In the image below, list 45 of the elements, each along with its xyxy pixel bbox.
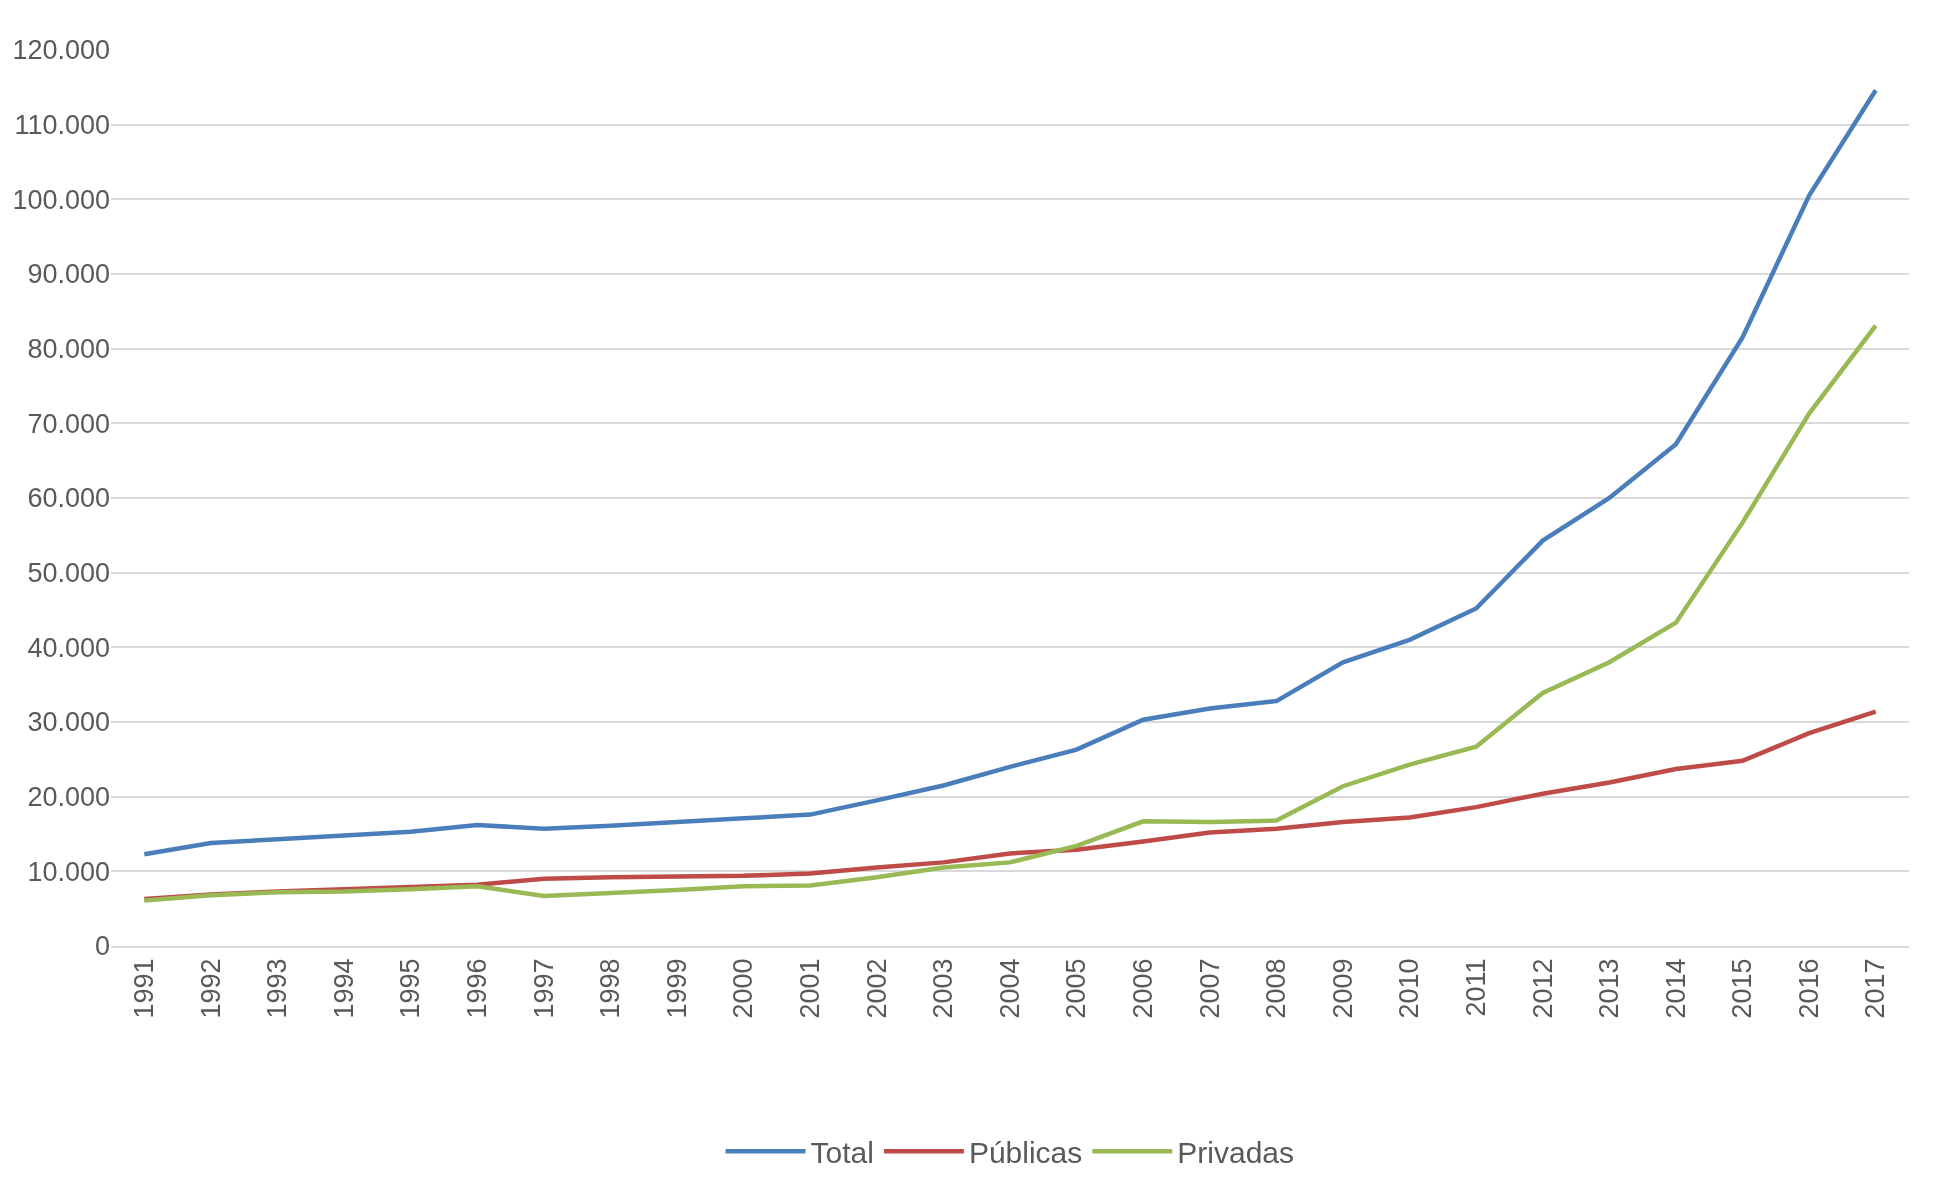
y-tick-label: 30.000 xyxy=(27,707,110,738)
x-tick-label: 2015 xyxy=(1727,958,1758,1019)
x-tick-label: 2007 xyxy=(1194,958,1225,1019)
legend-label: Privadas xyxy=(1177,1135,1294,1169)
line-series xyxy=(142,88,1878,857)
y-tick-label: 120.000 xyxy=(12,35,110,66)
x-tick-label: 1992 xyxy=(195,958,226,1019)
x-tick-label: 1996 xyxy=(462,958,493,1019)
x-tick-label: 2005 xyxy=(1061,958,1092,1019)
y-tick-label: 70.000 xyxy=(27,408,110,439)
y-tick-label: 110.000 xyxy=(14,110,110,141)
x-tick-label: 1995 xyxy=(395,958,426,1019)
x-tick-label: 2012 xyxy=(1527,958,1558,1019)
y-tick-label: 60.000 xyxy=(27,483,110,514)
x-tick-label: 2017 xyxy=(1860,958,1891,1019)
y-tick-label: 100.000 xyxy=(12,184,110,215)
x-tick-label: 2000 xyxy=(728,958,759,1019)
x-tick-label: 2002 xyxy=(861,958,892,1019)
x-tick-label: 1991 xyxy=(129,958,160,1019)
y-tick-label: 80.000 xyxy=(27,334,110,365)
y-tick-label: 0 xyxy=(94,931,110,962)
y-tick-label: 90.000 xyxy=(27,259,110,290)
line-series xyxy=(142,323,1878,903)
x-tick-label: 2004 xyxy=(994,958,1025,1019)
y-tick-label: 20.000 xyxy=(27,782,110,813)
x-tick-label: 1994 xyxy=(328,958,359,1019)
x-tick-label: 1999 xyxy=(661,958,692,1019)
x-tick-label: 1998 xyxy=(595,958,626,1019)
y-tick-label: 50.000 xyxy=(27,558,110,589)
x-tick-label: 1997 xyxy=(528,958,559,1019)
x-tick-label: 1993 xyxy=(262,958,293,1019)
y-tick-label: 40.000 xyxy=(27,632,110,663)
x-tick-label: 2013 xyxy=(1594,958,1625,1019)
legend-label: Públicas xyxy=(968,1135,1083,1169)
x-tick-label: 2014 xyxy=(1660,958,1691,1019)
x-tick-label: 2016 xyxy=(1793,958,1824,1019)
x-tick-label: 2008 xyxy=(1261,958,1292,1019)
x-tick-label: 2003 xyxy=(928,958,959,1019)
x-tick-label: 2006 xyxy=(1127,958,1158,1019)
x-tick-label: 2010 xyxy=(1394,958,1425,1019)
y-tick-label: 10.000 xyxy=(27,856,110,887)
x-tick-label: 2011 xyxy=(1460,958,1491,1017)
x-tick-label: 2001 xyxy=(794,958,825,1019)
x-tick-label: 2009 xyxy=(1327,958,1358,1019)
legend-label: Total xyxy=(810,1135,874,1169)
